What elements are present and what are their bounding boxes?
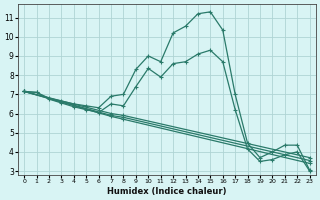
X-axis label: Humidex (Indice chaleur): Humidex (Indice chaleur) <box>107 187 227 196</box>
